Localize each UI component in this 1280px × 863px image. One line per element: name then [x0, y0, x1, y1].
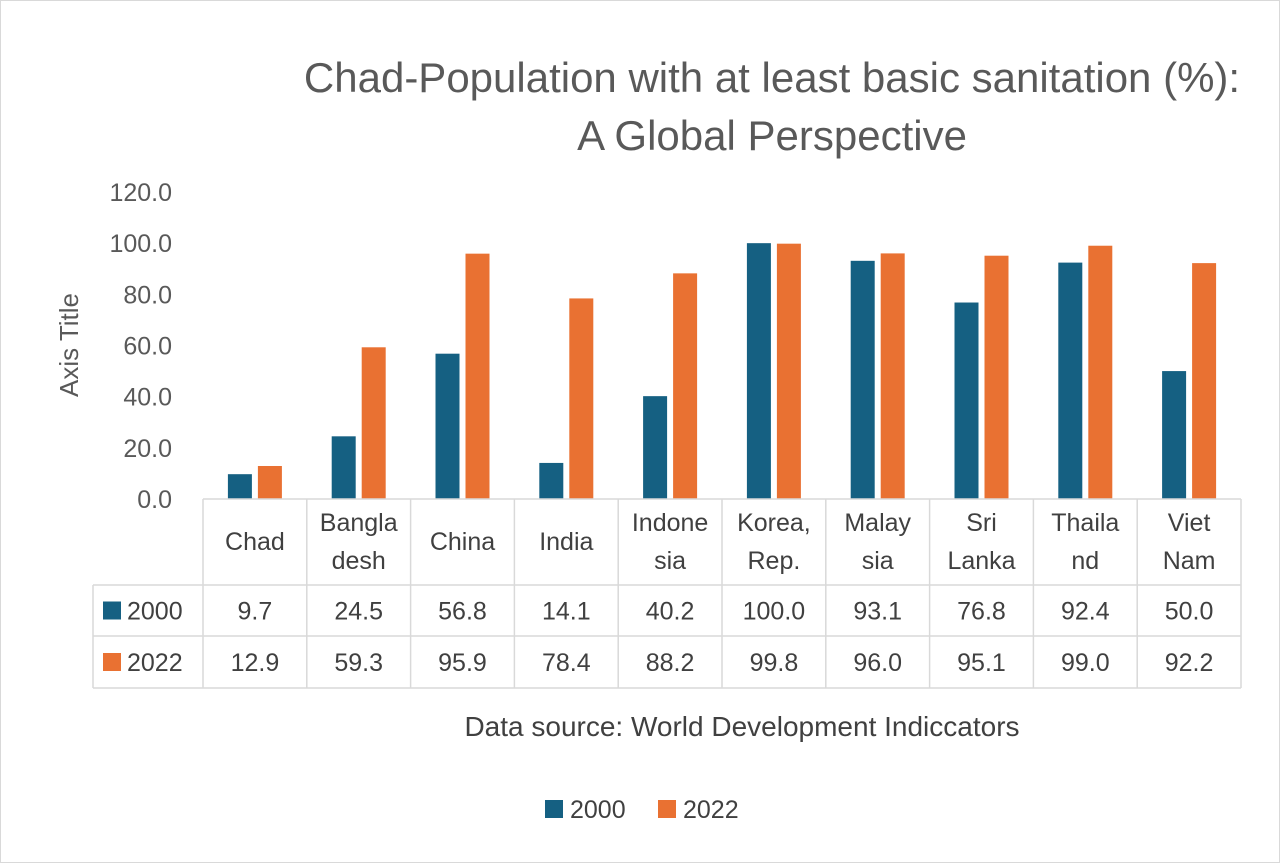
data-label: 96.0: [853, 649, 902, 677]
category-label: Malay sia: [844, 509, 911, 575]
table-series-label: 2022: [127, 649, 183, 677]
bar-2000-china: [435, 353, 460, 499]
bar-2000-sri-lanka: [954, 302, 979, 499]
bar-2022-india: [569, 298, 594, 499]
y-tick-label: 20.0: [123, 435, 172, 463]
bars-group: [227, 243, 1217, 499]
bar-2000-viet-nam: [1162, 371, 1187, 499]
data-label: 99.0: [1061, 649, 1110, 677]
y-tick-label: 120.0: [109, 179, 172, 207]
chart-title-line: Chad-Population with at least basic sani…: [304, 54, 1240, 101]
bar-2022-sri-lanka: [984, 255, 1009, 499]
bar-2000-chad: [227, 474, 252, 499]
table-series-label: 2000: [127, 598, 183, 626]
legend: 2000 2022: [545, 796, 739, 824]
legend-key-2022: [658, 800, 676, 818]
category-label: Indone sia: [632, 509, 708, 575]
table-legend-key: [103, 653, 121, 671]
bar-2000-indonesia: [643, 396, 668, 499]
data-label: 93.1: [853, 598, 902, 626]
data-label: 50.0: [1165, 598, 1214, 626]
data-label: 92.4: [1061, 598, 1110, 626]
data-label: 99.8: [750, 649, 799, 677]
legend-label: 2000: [570, 796, 626, 824]
bar-2022-thailand: [1088, 245, 1113, 499]
bar-2022-viet-nam: [1192, 263, 1217, 499]
data-label: 95.9: [438, 649, 487, 677]
bar-2022-chad: [257, 465, 282, 499]
legend-label: 2022: [683, 796, 739, 824]
data-label: 76.8: [957, 598, 1006, 626]
data-label: 59.3: [334, 649, 383, 677]
bar-2022-bangladesh: [361, 347, 386, 499]
table-legend-key: [103, 601, 121, 620]
chart-title: Chad-Population with at least basic sani…: [304, 54, 1240, 159]
data-label: 14.1: [542, 598, 591, 626]
data-label: 12.9: [231, 649, 280, 677]
data-table: Chad Bangla desh China India Indone sia Korea, R…: [92, 498, 1242, 689]
y-tick-label: 40.0: [123, 384, 172, 412]
y-tick-label: 60.0: [123, 333, 172, 361]
chart-title-line: A Global Perspective: [577, 112, 967, 159]
bar-2022-china: [465, 253, 490, 499]
category-label: Korea, Rep.: [737, 509, 811, 575]
category-label: Viet Nam: [1163, 509, 1216, 575]
data-label: 78.4: [542, 649, 591, 677]
legend-key-2000: [545, 800, 563, 818]
y-axis-title: Axis Title: [54, 293, 84, 397]
data-source-note: Data source: World Development Indiccato…: [464, 711, 1019, 742]
data-label: 40.2: [646, 598, 695, 626]
bar-2000-korea-rep-: [746, 243, 771, 499]
category-label: Chad: [225, 528, 285, 556]
data-label: 95.1: [957, 649, 1006, 677]
category-label: Bangla desh: [320, 509, 398, 575]
category-label: Sri Lanka: [947, 509, 1015, 575]
bar-2022-indonesia: [673, 273, 698, 499]
bar-2022-malaysia: [880, 253, 905, 499]
data-label: 92.2: [1165, 649, 1214, 677]
category-label: China: [430, 528, 495, 556]
data-label: 56.8: [438, 598, 487, 626]
y-tick-label: 0.0: [137, 486, 172, 514]
y-axis-ticks: 0.0 20.0 40.0 60.0 80.0 100.0 120.0: [109, 179, 172, 514]
bar-2022-korea-rep-: [776, 243, 801, 499]
data-label: 88.2: [646, 649, 695, 677]
bar-2000-thailand: [1058, 262, 1083, 499]
bar-2000-bangladesh: [331, 436, 356, 499]
y-tick-label: 80.0: [123, 281, 172, 309]
bar-2000-malaysia: [850, 260, 875, 499]
y-tick-label: 100.0: [109, 230, 172, 258]
data-label: 100.0: [743, 598, 806, 626]
bar-2000-india: [539, 462, 564, 499]
data-label: 9.7: [238, 598, 273, 626]
data-label: 24.5: [334, 598, 383, 626]
category-label: Thaila nd: [1051, 509, 1119, 575]
category-label: India: [539, 528, 593, 556]
